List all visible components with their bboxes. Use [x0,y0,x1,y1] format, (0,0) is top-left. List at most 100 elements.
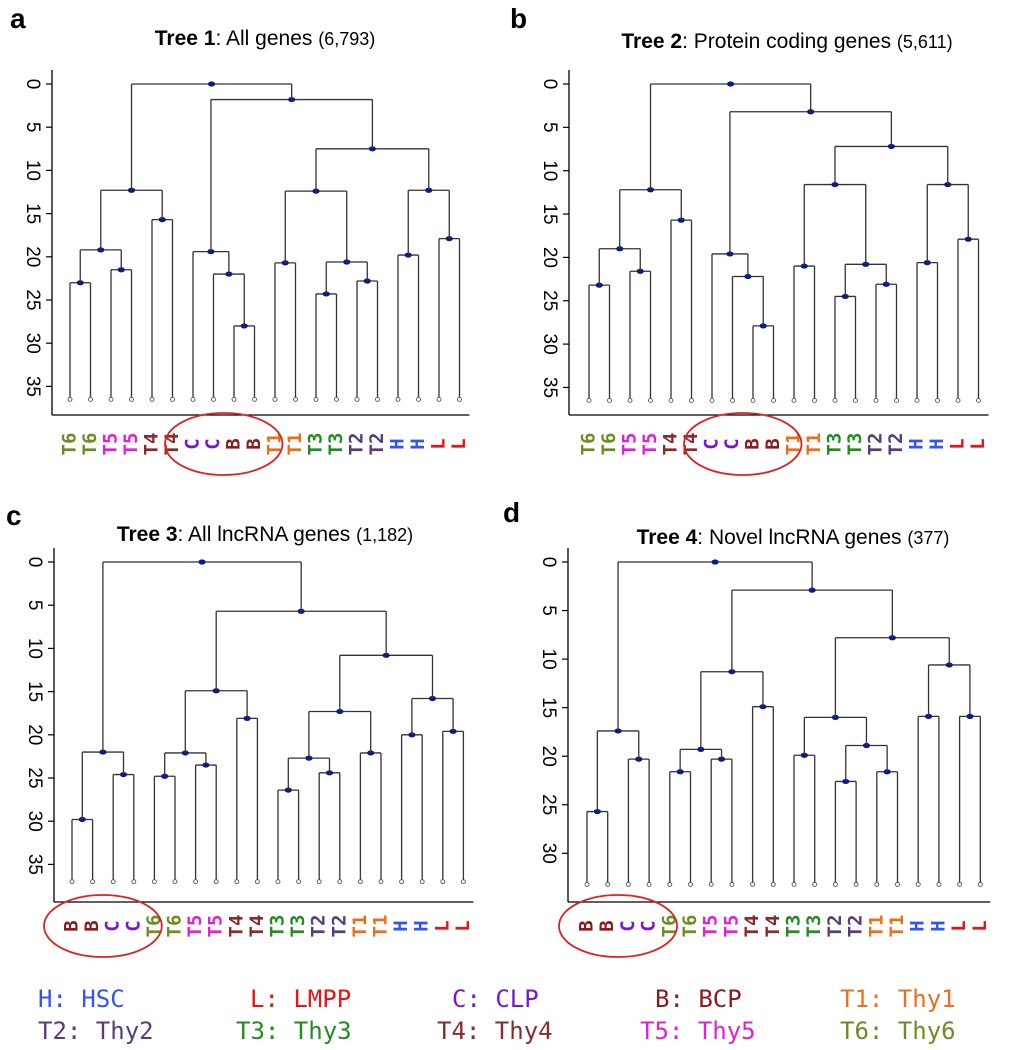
title-description: : Protein coding genes [682,30,897,53]
title-description: : All genes [215,27,318,50]
leaf-marker [894,398,899,403]
leaf-marker [272,396,278,402]
leaf-label: H [906,438,928,449]
legend-item-lmpp: L: LMPP [250,985,352,1013]
leaf-label: T3 [325,433,347,456]
leaf-marker [770,881,776,887]
leaf-marker [234,879,240,885]
leaf-label: C [638,920,660,931]
merge-node [408,732,416,738]
leaf-marker [375,396,380,402]
leaf-marker [440,879,446,885]
leaf-label: T3 [844,433,866,456]
panel-letter: b [510,3,527,34]
leaf-label: H [407,438,429,449]
leaf-label: T6 [578,433,600,456]
leaf-label: L [431,920,453,931]
y-tick-label: 20 [22,246,43,267]
leaf-marker [957,881,963,887]
leaf-marker [935,398,940,403]
leaf-label: T2 [865,433,887,456]
leaf-label: T4 [741,915,763,938]
leaf-label: B [596,920,618,931]
leaf-label: T3 [267,915,289,938]
highlight-circle [43,894,163,958]
leaf-label: T1 [886,915,908,938]
leaf-label: H [927,920,949,931]
y-tick-label: 35 [539,377,560,398]
panel-a: a Tree 1: All genes (6,793) 0 5 10 15 20 25 30 35… [10,3,470,476]
leaf-marker [627,398,633,403]
y-tick-label: 30 [24,811,45,832]
y-tick-label: 25 [538,794,559,815]
leaf-marker [416,396,421,402]
merge-node [284,787,292,793]
chart-title: Tree 4: Novel lncRNA genes (377) [637,526,950,549]
y-tick-label: 5 [539,122,560,133]
panel-letter: a [10,3,26,34]
merge-node [336,708,344,715]
y-tick-label: 15 [539,203,560,224]
leaf-marker [436,396,442,402]
y-tick-label: 20 [538,746,559,767]
panel-letter: c [6,500,22,531]
leaf-label: T2 [845,915,867,938]
panel-letter: d [503,497,520,528]
y-tick-label: 30 [539,334,560,355]
leaf-marker [955,398,961,403]
leaf-marker [771,398,776,403]
leaf-marker [750,881,756,887]
leaf-marker [252,396,257,402]
highlight-circle [164,412,284,476]
leaf-marker [231,396,237,402]
y-tick-label: 0 [538,557,559,568]
y-tick-label: 25 [24,767,45,788]
merge-node [305,755,313,761]
leaf-marker [378,879,384,885]
merge-node [966,713,974,719]
y-tick-label: 30 [22,333,43,354]
merge-node [78,816,86,823]
leaf-marker [791,398,797,403]
leaf-label: C [182,438,204,449]
y-tick-label: 5 [22,122,43,133]
leaf-label: L [948,920,970,931]
leaf-label: T6 [679,915,701,938]
y-tick-label: 10 [539,160,560,181]
leaf-marker [977,881,983,887]
leaf-label: H [926,438,948,449]
leaf-marker [688,881,693,887]
leaf-label: T1 [803,433,825,456]
legend-item-hsc: H: HSC [38,985,125,1013]
leaf-label: T6 [598,433,620,456]
leaf-label: T2 [328,915,350,938]
leaf-marker [730,398,735,403]
merge-node [924,713,933,719]
leaf-label: H [387,438,409,449]
panel-b: b Tree 2: Protein coding genes (5,611) 0 5 1… [510,3,989,476]
merge-node [207,81,216,87]
leaf-marker [316,879,322,885]
leaf-marker [110,879,116,885]
merge-node [711,559,719,565]
leaf-label: T6 [143,915,165,938]
legend-item-thy6: T6: Thy6 [840,1017,956,1045]
leaf-label: T5 [619,433,641,456]
leaf-label: T1 [349,915,371,938]
legend-item-thy3: T3: Thy3 [236,1017,352,1045]
leaf-label: T3 [305,433,327,456]
merge-node [862,742,871,749]
y-tick-label: 35 [22,376,43,397]
merge-node [243,715,251,721]
leaf-marker [151,879,157,885]
highlight-circle [558,894,678,958]
leaf-label: T6 [164,915,186,938]
leaf-marker [313,396,319,402]
highlight-circle [683,412,803,476]
leaf-label: T5 [120,433,142,456]
title-tree-name: Tree 4 [637,526,698,549]
leaf-label: B [576,920,598,931]
leaf-label: T3 [287,915,309,938]
y-tick-label: 5 [538,605,559,616]
leaf-marker [648,398,653,403]
